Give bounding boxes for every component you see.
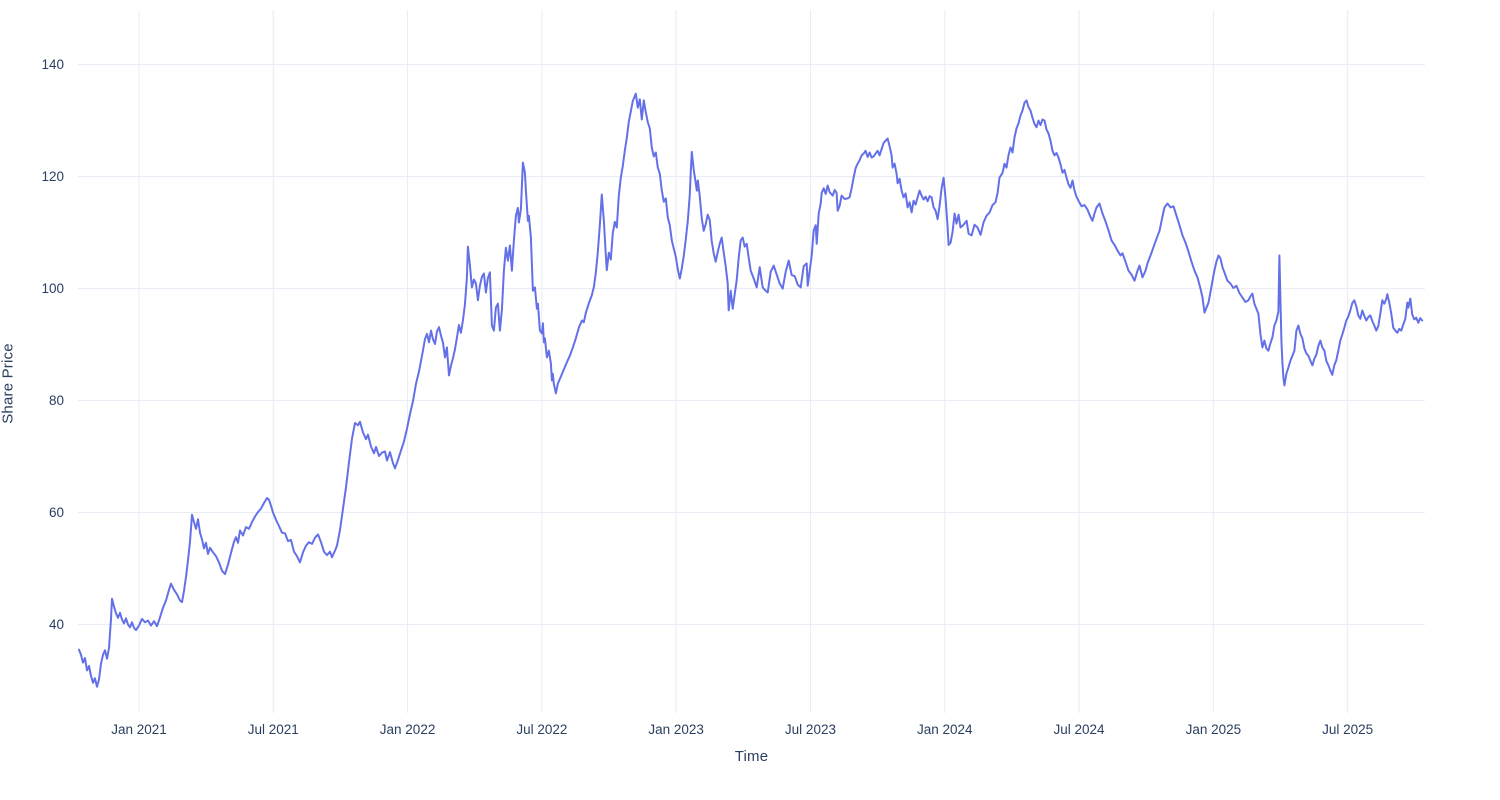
x-tick-label: Jan 2022 [380,722,436,737]
x-axis-title: Time [734,748,769,765]
y-tick-label: 140 [41,57,64,72]
plot-area[interactable] [78,10,1425,713]
x-tick-label: Jul 2024 [1054,722,1106,737]
x-tick-label: Jan 2021 [111,722,167,737]
x-tick-label: Jul 2023 [785,722,836,737]
y-tick-label: 40 [49,617,64,632]
x-tick-label: Jul 2022 [516,722,567,737]
y-tick-label: 120 [41,169,64,184]
x-tick-label: Jan 2023 [648,722,704,737]
x-tick-label: Jul 2025 [1322,722,1373,737]
x-tick-label: Jan 2025 [1186,722,1242,737]
y-axis-title: Share Price [0,343,17,424]
y-tick-label: 80 [49,393,64,408]
price-line [78,92,1424,688]
y-tick-label: 100 [41,281,64,296]
y-tick-label: 60 [49,505,64,520]
x-tick-label: Jul 2021 [248,722,299,737]
x-tick-label: Jan 2024 [917,722,973,737]
